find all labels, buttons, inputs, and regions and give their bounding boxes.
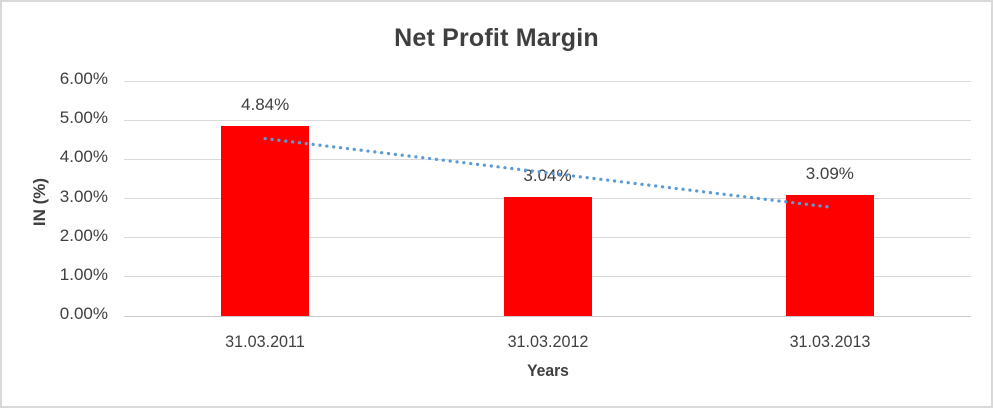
bar-31.03.2011[interactable]	[221, 126, 310, 316]
data-label: 4.84%	[241, 95, 290, 115]
x-axis-title: Years	[527, 361, 569, 380]
x-tick-label: 31.03.2011	[225, 332, 305, 351]
trendline[interactable]	[263, 136, 832, 209]
x-tick-label: 31.03.2013	[789, 332, 871, 351]
x-axis-line	[124, 315, 971, 317]
bar-31.03.2012[interactable]	[503, 196, 592, 316]
gridline	[124, 80, 971, 82]
bar-31.03.2013[interactable]	[785, 194, 874, 316]
y-tick-label: 4.00%	[59, 147, 108, 167]
data-label: 3.04%	[523, 165, 572, 185]
trendline-layer	[263, 136, 832, 209]
y-tick-label: 0.00%	[59, 304, 108, 323]
plot-area: 4.84% 31.03.2011 3.04% 31.03.2012 3.09% 31.03…	[124, 80, 971, 351]
y-tick-label: 2.00%	[59, 225, 108, 245]
chart-title: Net Profit Margin	[394, 24, 599, 52]
x-tick-label: 31.03.2012	[507, 332, 588, 351]
y-tick-label: 5.00%	[59, 108, 108, 128]
gridline	[124, 119, 971, 121]
y-tick-label: 6.00%	[59, 69, 108, 88]
gridline	[124, 158, 971, 160]
data-label: 3.09%	[805, 163, 854, 183]
y-tick-label: 1.00%	[59, 264, 108, 284]
y-tick-label: 3.00%	[59, 186, 108, 206]
